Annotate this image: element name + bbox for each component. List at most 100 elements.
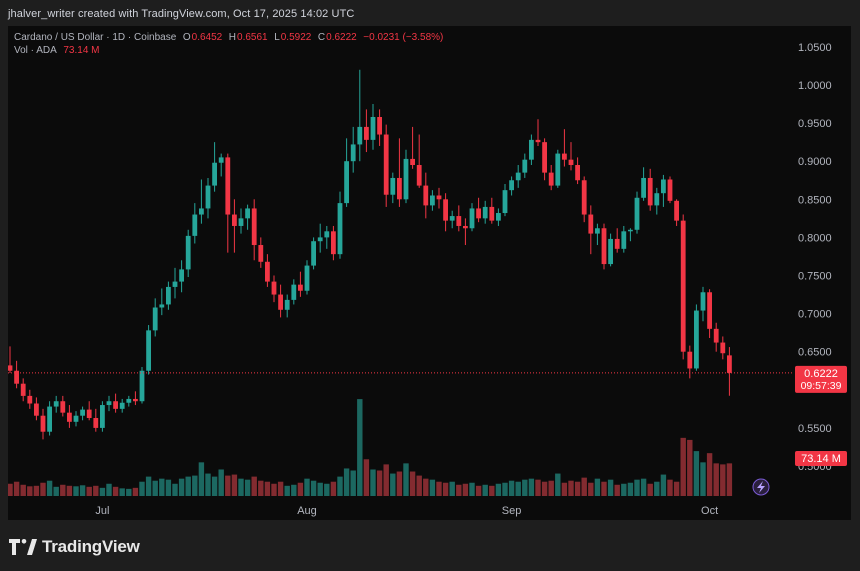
- volume-bar: [720, 464, 726, 496]
- candle-body: [529, 139, 534, 160]
- volume-bar: [40, 482, 46, 496]
- candle-body: [80, 409, 85, 416]
- volume-bar: [621, 483, 627, 496]
- candle-body: [720, 342, 726, 354]
- price-tag-countdown: 09:57:39: [801, 380, 842, 392]
- volume-bar: [192, 475, 198, 496]
- volume-bar: [627, 482, 634, 496]
- volume-bar: [574, 481, 581, 496]
- candle-body: [311, 241, 316, 266]
- volume-tag: [795, 451, 847, 466]
- candle-body: [397, 177, 402, 200]
- time-axis-label: Aug: [297, 505, 317, 517]
- open-label: O: [182, 32, 191, 43]
- volume-bar: [700, 462, 706, 496]
- candle-body: [192, 214, 198, 236]
- volume-bar: [291, 484, 297, 496]
- candle-body: [245, 208, 250, 219]
- volume-bar: [172, 483, 178, 496]
- candle-body: [199, 208, 204, 215]
- candle-body: [548, 172, 554, 186]
- volume-bar: [152, 480, 158, 496]
- candle-body: [53, 401, 59, 407]
- chart-panel[interactable]: 1.0500 1.0000 0.9500 0.9000 0.8500 0.8000 0.75…: [8, 26, 851, 520]
- candle-body: [443, 199, 448, 221]
- close-label: C: [317, 32, 326, 43]
- volume-label: Vol · ADA: [14, 45, 57, 56]
- candle-body: [436, 195, 442, 200]
- volume-bar: [93, 485, 99, 496]
- volume-bar: [396, 471, 403, 496]
- candle-body: [337, 203, 343, 255]
- candle-body: [621, 231, 627, 249]
- chart-legend: Cardano / US Dollar · 1D · Coinbase O0.6…: [14, 31, 444, 57]
- candlestick-chart[interactable]: 1.0500 1.0000 0.9500 0.9000 0.8500 0.8000 0.75…: [8, 26, 851, 520]
- candle-body: [34, 403, 39, 416]
- candle-body: [350, 144, 356, 162]
- volume-bar: [568, 480, 574, 496]
- candle-body: [469, 208, 475, 229]
- tradingview-logo[interactable]: TradingView: [9, 537, 140, 557]
- volume-tag-value: 73.14 M: [801, 453, 841, 465]
- volume-bar: [456, 484, 462, 496]
- volume-bar: [660, 474, 667, 496]
- candle-body: [166, 286, 171, 305]
- candle-body: [449, 216, 455, 221]
- price-axis-tick: 0.8000: [798, 232, 832, 244]
- volume-bar: [640, 478, 647, 496]
- time-axis-label: Sep: [502, 505, 522, 517]
- candle-body: [641, 177, 646, 198]
- low-label: L: [274, 32, 280, 43]
- candle-body: [430, 195, 435, 206]
- candle-body: [232, 214, 237, 226]
- candle-body: [271, 281, 277, 295]
- candle-body: [423, 185, 429, 206]
- candle-body: [251, 208, 257, 246]
- volume-bar: [145, 476, 152, 496]
- candle-body: [601, 228, 607, 265]
- candle-body: [522, 159, 528, 173]
- volume-bar: [607, 479, 614, 496]
- volume-bar: [442, 482, 449, 496]
- price-axis-tick: 0.6500: [798, 347, 832, 359]
- volume-bar: [324, 483, 330, 496]
- volume-bar: [238, 478, 244, 496]
- volume-bar: [343, 468, 350, 496]
- volume-bar: [555, 473, 561, 496]
- volume-bar: [357, 399, 363, 496]
- candle-body: [370, 117, 376, 140]
- volume-bar: [46, 480, 53, 496]
- candle-body: [647, 177, 653, 206]
- candle-body: [568, 159, 574, 166]
- volume-bar: [277, 481, 284, 496]
- volume-bar: [489, 485, 495, 496]
- candle-body: [265, 261, 270, 282]
- price-axis-tick: 0.9000: [798, 156, 832, 168]
- candle-body: [713, 328, 719, 343]
- volume-bar: [205, 473, 211, 496]
- ohlc-legend-row: Cardano / US Dollar · 1D · Coinbase O0.6…: [14, 31, 444, 44]
- volume-bar: [647, 483, 653, 496]
- candle-body: [581, 180, 587, 215]
- candle-body: [542, 142, 547, 173]
- candle-body: [403, 158, 409, 200]
- volume-bar: [8, 483, 13, 496]
- volume-bar: [654, 481, 660, 496]
- candle-body: [146, 330, 151, 371]
- candle-body: [238, 218, 244, 226]
- candle-body: [344, 161, 349, 204]
- volume-bar: [350, 470, 356, 496]
- volume-bar: [601, 481, 607, 496]
- volume-bar: [363, 459, 370, 496]
- high-value: 0.6561: [237, 32, 268, 43]
- candle-body: [331, 231, 336, 255]
- candle-body: [284, 299, 290, 310]
- high-label: H: [228, 32, 237, 43]
- volume-bar: [581, 477, 587, 496]
- lightning-icon: [757, 481, 765, 493]
- candle-body: [40, 415, 46, 432]
- candle-body: [73, 415, 79, 422]
- footer: [0, 520, 860, 571]
- candle-body: [482, 206, 488, 219]
- candle-body: [159, 304, 165, 308]
